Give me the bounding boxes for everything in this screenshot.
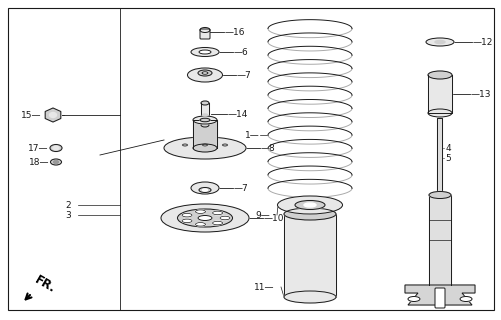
Ellipse shape bbox=[197, 70, 211, 76]
Text: —12: —12 bbox=[472, 37, 492, 46]
Text: 3: 3 bbox=[65, 211, 71, 220]
Ellipse shape bbox=[50, 145, 62, 151]
Ellipse shape bbox=[284, 208, 335, 220]
Text: 9—: 9— bbox=[255, 211, 270, 220]
Ellipse shape bbox=[54, 161, 59, 164]
Ellipse shape bbox=[192, 144, 216, 152]
Ellipse shape bbox=[427, 71, 451, 79]
Ellipse shape bbox=[199, 118, 209, 122]
Polygon shape bbox=[45, 108, 61, 122]
Text: —6: —6 bbox=[233, 47, 248, 57]
Ellipse shape bbox=[427, 109, 451, 117]
Ellipse shape bbox=[202, 144, 207, 146]
Ellipse shape bbox=[177, 209, 232, 227]
Ellipse shape bbox=[198, 50, 210, 54]
Ellipse shape bbox=[161, 204, 248, 232]
Ellipse shape bbox=[190, 47, 218, 57]
Ellipse shape bbox=[201, 72, 207, 74]
Ellipse shape bbox=[53, 146, 59, 150]
FancyBboxPatch shape bbox=[199, 29, 209, 39]
Ellipse shape bbox=[277, 196, 342, 214]
Ellipse shape bbox=[190, 182, 218, 194]
Ellipse shape bbox=[284, 291, 335, 303]
Ellipse shape bbox=[192, 116, 216, 124]
Polygon shape bbox=[428, 195, 450, 285]
Text: 11—: 11— bbox=[253, 283, 274, 292]
Text: 18—: 18— bbox=[29, 157, 49, 166]
Ellipse shape bbox=[219, 216, 229, 220]
Text: —7: —7 bbox=[233, 183, 248, 193]
Ellipse shape bbox=[202, 114, 207, 116]
Ellipse shape bbox=[425, 38, 453, 46]
Polygon shape bbox=[427, 75, 451, 113]
Ellipse shape bbox=[202, 189, 207, 191]
Ellipse shape bbox=[50, 113, 57, 117]
Ellipse shape bbox=[182, 219, 192, 223]
Text: 15—: 15— bbox=[21, 110, 41, 119]
Polygon shape bbox=[192, 120, 216, 148]
Ellipse shape bbox=[212, 211, 222, 215]
Ellipse shape bbox=[200, 123, 208, 127]
Text: —16: —16 bbox=[224, 28, 245, 36]
Text: FR.: FR. bbox=[32, 274, 58, 296]
Ellipse shape bbox=[304, 203, 315, 207]
Ellipse shape bbox=[195, 210, 205, 213]
Ellipse shape bbox=[182, 144, 187, 146]
Ellipse shape bbox=[212, 221, 222, 225]
Polygon shape bbox=[200, 103, 208, 125]
Ellipse shape bbox=[51, 159, 62, 165]
Polygon shape bbox=[437, 118, 441, 198]
Ellipse shape bbox=[187, 68, 222, 82]
Text: 17—: 17— bbox=[28, 143, 48, 153]
Text: —13: —13 bbox=[470, 90, 490, 99]
Text: 4: 4 bbox=[444, 143, 450, 153]
Text: —14: —14 bbox=[227, 109, 248, 118]
Ellipse shape bbox=[407, 297, 419, 301]
Ellipse shape bbox=[434, 41, 444, 44]
Text: 1—: 1— bbox=[245, 131, 260, 140]
Ellipse shape bbox=[295, 201, 324, 210]
Ellipse shape bbox=[428, 191, 450, 198]
Text: —10: —10 bbox=[264, 213, 284, 222]
Ellipse shape bbox=[222, 144, 227, 146]
Ellipse shape bbox=[459, 297, 471, 301]
Ellipse shape bbox=[182, 213, 192, 217]
Polygon shape bbox=[284, 214, 335, 297]
Ellipse shape bbox=[198, 188, 210, 193]
FancyBboxPatch shape bbox=[434, 288, 444, 308]
Ellipse shape bbox=[199, 28, 209, 33]
Text: 2: 2 bbox=[65, 201, 71, 210]
Text: 5: 5 bbox=[444, 154, 450, 163]
Ellipse shape bbox=[164, 137, 245, 159]
FancyBboxPatch shape bbox=[8, 8, 493, 310]
Text: —8: —8 bbox=[261, 143, 275, 153]
Text: —7: —7 bbox=[236, 70, 251, 79]
Polygon shape bbox=[404, 285, 474, 305]
Ellipse shape bbox=[197, 215, 211, 220]
Ellipse shape bbox=[195, 223, 205, 226]
Ellipse shape bbox=[200, 101, 208, 105]
